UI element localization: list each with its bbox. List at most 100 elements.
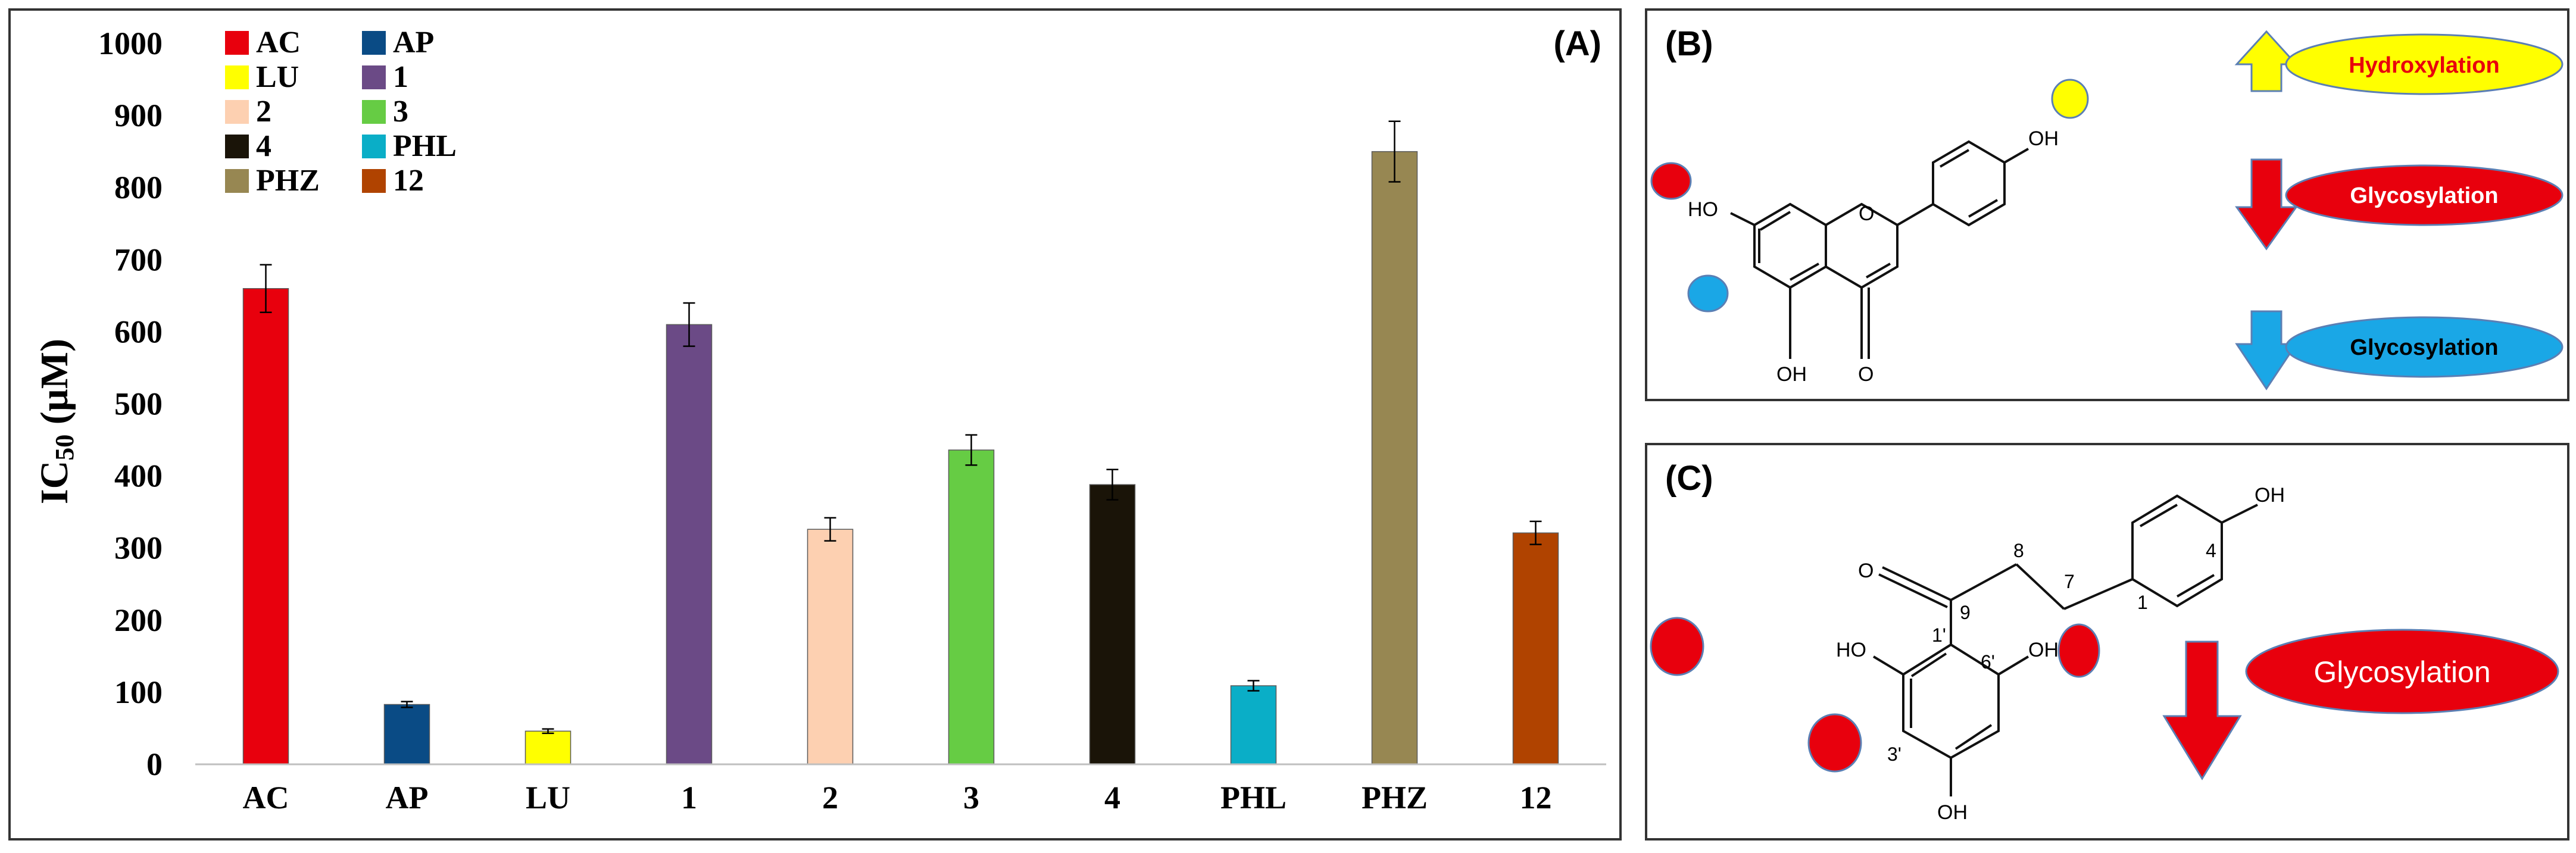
y-tick-label: 500 bbox=[114, 386, 163, 422]
hydroxylation-up-arrow-icon bbox=[2234, 30, 2299, 92]
x-tick-label: PHL bbox=[1220, 780, 1287, 815]
legend-swatch bbox=[362, 100, 386, 124]
x-tick-label: 4 bbox=[1104, 780, 1120, 815]
position-3prime: 3' bbox=[1887, 743, 1901, 765]
legend-label: LU bbox=[256, 60, 299, 94]
glycosylation-site-marker-2 bbox=[1807, 713, 1862, 773]
legend-label: AP bbox=[393, 26, 434, 60]
legend-swatch bbox=[225, 169, 249, 193]
legend-label: 2 bbox=[256, 95, 271, 129]
legend-swatch bbox=[225, 135, 249, 158]
molecule-bonds bbox=[1872, 494, 2258, 796]
keto-oxygen-label: O bbox=[1858, 363, 1874, 386]
a-ring-ho-label: HO bbox=[1688, 198, 1718, 221]
y-tick-label: 1000 bbox=[98, 26, 163, 61]
x-tick-label: 12 bbox=[1520, 780, 1552, 815]
y-tick-label: 100 bbox=[114, 674, 163, 710]
panel-a-bar-chart: (A) 0 100 200 300 400 500 600 700 800 900 1000 AC A… bbox=[8, 8, 1622, 840]
ic50-bar-chart: 0 100 200 300 400 500 600 700 800 900 1000 AC AP LU 1… bbox=[33, 26, 1606, 815]
legend-label: PHZ bbox=[256, 164, 320, 198]
glycosylation-site-marker-1 bbox=[1650, 617, 1704, 676]
legend-label: AC bbox=[256, 26, 301, 60]
legend-swatch bbox=[362, 169, 386, 193]
x-tick-label: AP bbox=[386, 780, 429, 815]
ho-2prime-label: HO bbox=[1836, 639, 1866, 661]
bar bbox=[1089, 484, 1136, 765]
glycosylation-blue-label: Glycosylation bbox=[2350, 335, 2498, 360]
legend-label: 3 bbox=[393, 95, 408, 129]
glycosylation-red-label: Glycosylation bbox=[2350, 183, 2498, 208]
y-tick-label: 700 bbox=[114, 242, 163, 277]
bar bbox=[1371, 151, 1418, 765]
legend-label: 12 bbox=[393, 164, 424, 198]
x-tick-label: 2 bbox=[822, 780, 838, 815]
position-8: 8 bbox=[2013, 540, 2024, 561]
hydroxylation-site-marker bbox=[2051, 79, 2089, 119]
hydroxylation-oval bbox=[2285, 33, 2563, 95]
legend-swatch bbox=[362, 31, 386, 55]
legend-label: PHL bbox=[393, 129, 457, 163]
x-tick-label: PHZ bbox=[1362, 780, 1428, 815]
y-tick-label: 200 bbox=[114, 602, 163, 638]
glycosylation-site-blue-marker bbox=[1687, 274, 1729, 313]
y-axis-label: IC50 (µM) bbox=[33, 339, 79, 504]
bar bbox=[1230, 685, 1277, 765]
legend-swatch bbox=[225, 31, 249, 55]
legend-swatch bbox=[225, 100, 249, 124]
panel-a-label: (A) bbox=[1553, 24, 1601, 63]
glycosylation-site-marker-3 bbox=[2057, 623, 2100, 678]
position-9: 9 bbox=[1960, 602, 1971, 623]
y-tick-label: 400 bbox=[114, 458, 163, 494]
b-ring-oh-label: OH bbox=[2028, 127, 2059, 150]
a-ring-oh-label: OH bbox=[1776, 363, 1807, 386]
ring-oxygen-label: O bbox=[1859, 202, 1874, 225]
glycosylation-site-red-marker bbox=[1650, 162, 1692, 200]
x-tick-label: 3 bbox=[963, 780, 979, 815]
y-tick-label: 300 bbox=[114, 530, 163, 566]
hydroxylation-label: Hydroxylation bbox=[2349, 53, 2499, 78]
legend-label: 1 bbox=[393, 60, 408, 94]
y-tick-label: 900 bbox=[114, 98, 163, 133]
glycosylation-label: Glycosylation bbox=[2313, 655, 2490, 689]
oh-6prime-label: OH bbox=[2028, 639, 2059, 661]
bar bbox=[948, 449, 995, 765]
panel-b-structure: (B) O OH HO bbox=[1645, 8, 2569, 401]
bar bbox=[524, 730, 572, 765]
legend-label: 4 bbox=[256, 129, 271, 163]
legend-swatch bbox=[362, 135, 386, 158]
oh-4prime-label: OH bbox=[1937, 801, 1968, 824]
bar bbox=[383, 704, 430, 765]
glycosylation-down-arrow-icon bbox=[2162, 640, 2242, 780]
glycosylation-oval bbox=[2245, 629, 2559, 714]
y-tick-label: 0 bbox=[146, 746, 163, 782]
y-tick-label: 600 bbox=[114, 314, 163, 349]
position-numbers: 4 8 7 1 9 1' 6' 3' bbox=[1887, 540, 2216, 765]
oh-4-label: OH bbox=[2255, 484, 2285, 507]
position-7: 7 bbox=[2064, 571, 2075, 592]
glycosylation-red-down-arrow-icon bbox=[2235, 158, 2298, 251]
panel-c-label: (C) bbox=[1665, 459, 1713, 498]
bar bbox=[807, 529, 854, 765]
position-4: 4 bbox=[2206, 540, 2216, 561]
glycosylation-red-oval bbox=[2285, 164, 2563, 226]
legend-swatch bbox=[362, 65, 386, 89]
position-1prime: 1' bbox=[1932, 624, 1946, 646]
position-6prime: 6' bbox=[1981, 651, 1995, 673]
x-tick-label: LU bbox=[526, 780, 570, 815]
glycosylation-blue-down-arrow-icon bbox=[2235, 310, 2298, 390]
bar bbox=[666, 324, 713, 765]
y-tick-label: 800 bbox=[114, 170, 163, 205]
legend-swatch bbox=[225, 65, 249, 89]
panel-c-structure: (C) OH O HO bbox=[1645, 443, 2569, 840]
phloretin-structure: OH O HO OH OH 4 8 7 1 9 1' 6' 3' Glycosy… bbox=[1650, 484, 2559, 824]
bar bbox=[242, 288, 289, 765]
carbonyl-oxygen-label: O bbox=[1858, 560, 1874, 582]
bar bbox=[1512, 532, 1559, 765]
molecule-bonds bbox=[1730, 140, 2029, 359]
apigenin-structure: O OH HO OH O Hydroxylation Glycosylation… bbox=[1650, 30, 2563, 390]
y-axis-ticks: 0 100 200 300 400 500 600 700 800 900 1000 bbox=[98, 26, 163, 782]
position-1: 1 bbox=[2137, 592, 2148, 613]
panel-b-label: (B) bbox=[1665, 24, 1713, 63]
x-axis-ticks: AC AP LU 1 2 3 4 PHL PHZ 12 bbox=[243, 780, 1552, 815]
